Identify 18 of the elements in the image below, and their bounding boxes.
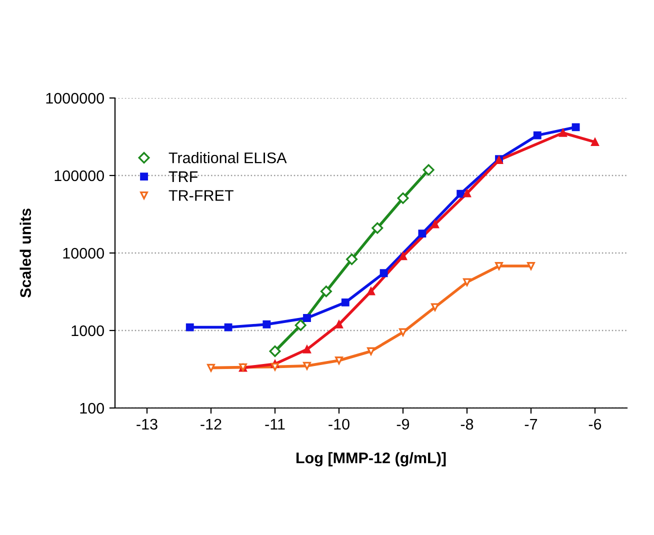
y-tick-label: 10000 <box>63 248 104 259</box>
x-tick-label: -10 <box>328 418 350 430</box>
legend-label: TR-FRET <box>168 190 234 201</box>
y-axis-title: Scaled units <box>20 208 31 298</box>
legend-label: TRF <box>168 171 198 182</box>
legend-label: Traditional ELISA <box>168 152 287 164</box>
y-tick-label: 1000000 <box>46 92 104 104</box>
x-axis-title: Log [MMP-12 (g/mL)] <box>296 452 446 466</box>
x-tick-label: -12 <box>200 418 222 430</box>
x-tick-label: -11 <box>265 418 285 430</box>
y-tick-label: 1000 <box>72 325 104 336</box>
x-tick-label: -8 <box>460 418 474 430</box>
y-tick-label: 100000 <box>54 170 104 182</box>
x-tick-label: -6 <box>588 418 602 430</box>
x-tick-label: -9 <box>396 418 410 430</box>
x-tick-label: -13 <box>136 418 158 430</box>
y-tick-label: 100 <box>80 402 104 414</box>
x-tick-label: -7 <box>524 418 538 430</box>
